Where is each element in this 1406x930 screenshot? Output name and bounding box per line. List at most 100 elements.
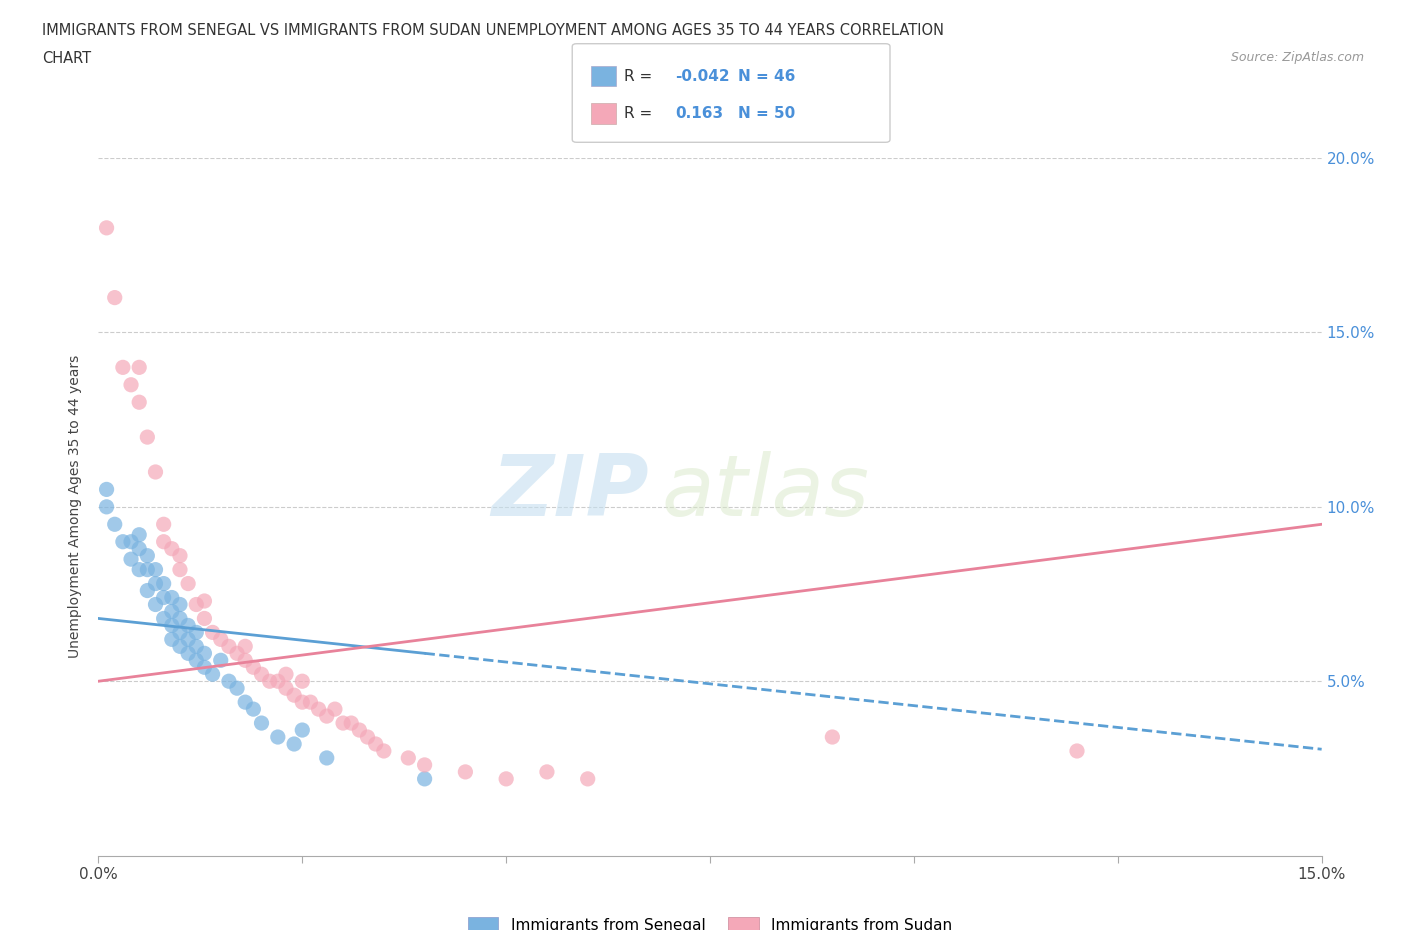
Point bbox=[291, 695, 314, 710]
Point bbox=[120, 378, 142, 392]
Y-axis label: Unemployment Among Ages 35 to 44 years: Unemployment Among Ages 35 to 44 years bbox=[69, 355, 83, 658]
Point bbox=[160, 604, 183, 619]
Point bbox=[177, 577, 200, 591]
Point bbox=[1066, 744, 1088, 759]
Point bbox=[283, 688, 305, 703]
Point bbox=[332, 716, 354, 731]
Point bbox=[193, 593, 215, 608]
Text: N = 46: N = 46 bbox=[738, 69, 796, 84]
Point bbox=[160, 618, 183, 633]
Point bbox=[152, 534, 174, 549]
Point bbox=[136, 430, 159, 445]
Point bbox=[145, 577, 167, 591]
Point bbox=[145, 562, 167, 577]
Point bbox=[169, 549, 191, 564]
Text: ZIP: ZIP bbox=[491, 451, 650, 535]
Point bbox=[193, 611, 215, 626]
Point bbox=[349, 723, 371, 737]
Point bbox=[495, 772, 517, 787]
Point bbox=[152, 591, 174, 605]
Point bbox=[250, 667, 273, 682]
Point bbox=[209, 632, 232, 647]
Point bbox=[169, 625, 191, 640]
Point bbox=[291, 723, 314, 737]
Point bbox=[536, 764, 558, 779]
Point bbox=[177, 632, 200, 647]
Point bbox=[209, 653, 232, 668]
Point bbox=[145, 465, 167, 480]
Point bbox=[152, 611, 174, 626]
Point bbox=[136, 583, 159, 598]
Point bbox=[413, 772, 436, 787]
Point bbox=[356, 729, 378, 744]
Point bbox=[201, 625, 224, 640]
Point bbox=[104, 290, 127, 305]
Point bbox=[169, 639, 191, 654]
Point bbox=[128, 541, 150, 556]
Point bbox=[152, 577, 174, 591]
Point bbox=[283, 737, 305, 751]
Point bbox=[576, 772, 599, 787]
Point bbox=[218, 673, 240, 688]
Point bbox=[315, 709, 337, 724]
Point bbox=[96, 482, 118, 497]
Point bbox=[233, 639, 256, 654]
Point bbox=[169, 597, 191, 612]
Point bbox=[274, 681, 297, 696]
Point bbox=[364, 737, 387, 751]
Point bbox=[267, 729, 290, 744]
Point bbox=[111, 360, 134, 375]
Point bbox=[160, 632, 183, 647]
Point bbox=[274, 667, 297, 682]
Point bbox=[128, 360, 150, 375]
Point bbox=[152, 517, 174, 532]
Point bbox=[177, 646, 200, 661]
Point bbox=[145, 597, 167, 612]
Text: -0.042: -0.042 bbox=[675, 69, 730, 84]
Point bbox=[233, 695, 256, 710]
Point bbox=[218, 639, 240, 654]
Point bbox=[160, 591, 183, 605]
Point bbox=[396, 751, 419, 765]
Point bbox=[186, 597, 208, 612]
Point bbox=[413, 757, 436, 772]
Point bbox=[136, 549, 159, 564]
Point bbox=[177, 618, 200, 633]
Legend: Immigrants from Senegal, Immigrants from Sudan: Immigrants from Senegal, Immigrants from… bbox=[461, 910, 959, 930]
Point bbox=[201, 667, 224, 682]
Point bbox=[323, 702, 346, 717]
Text: N = 50: N = 50 bbox=[738, 106, 796, 121]
Point bbox=[259, 673, 281, 688]
Text: Source: ZipAtlas.com: Source: ZipAtlas.com bbox=[1230, 51, 1364, 64]
Point bbox=[128, 527, 150, 542]
Point bbox=[128, 394, 150, 409]
Point bbox=[226, 681, 249, 696]
Point bbox=[120, 534, 142, 549]
Point bbox=[186, 625, 208, 640]
Text: atlas: atlas bbox=[661, 451, 869, 535]
Point bbox=[242, 660, 264, 675]
Point bbox=[128, 562, 150, 577]
Point bbox=[186, 653, 208, 668]
Text: 0.163: 0.163 bbox=[675, 106, 723, 121]
Point bbox=[111, 534, 134, 549]
Point bbox=[104, 517, 127, 532]
Point bbox=[821, 729, 844, 744]
Point bbox=[233, 653, 256, 668]
Text: CHART: CHART bbox=[42, 51, 91, 66]
Point bbox=[96, 499, 118, 514]
Point bbox=[186, 639, 208, 654]
Point bbox=[373, 744, 395, 759]
Text: IMMIGRANTS FROM SENEGAL VS IMMIGRANTS FROM SUDAN UNEMPLOYMENT AMONG AGES 35 TO 4: IMMIGRANTS FROM SENEGAL VS IMMIGRANTS FR… bbox=[42, 23, 945, 38]
Point bbox=[226, 646, 249, 661]
Text: R =: R = bbox=[624, 69, 658, 84]
Point bbox=[315, 751, 337, 765]
Point bbox=[120, 551, 142, 566]
Point bbox=[299, 695, 322, 710]
Point bbox=[169, 611, 191, 626]
Point bbox=[454, 764, 477, 779]
Point bbox=[169, 562, 191, 577]
Point bbox=[160, 541, 183, 556]
Point bbox=[250, 716, 273, 731]
Point bbox=[340, 716, 363, 731]
